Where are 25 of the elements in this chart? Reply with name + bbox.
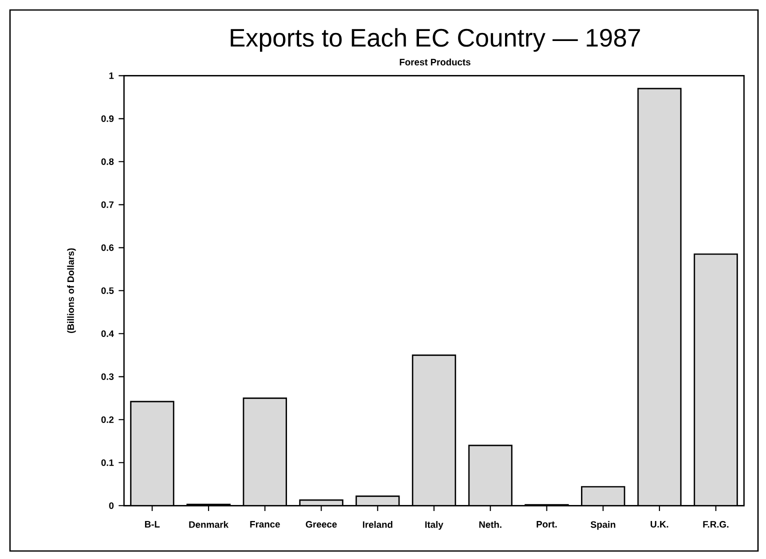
x-tick-label: U.K. — [650, 521, 668, 528]
y-tick-label: 0.1 — [101, 459, 114, 466]
x-tick-label: Ireland — [362, 521, 392, 528]
y-tick-label: 0 — [109, 502, 114, 509]
y-tick-label: 0.3 — [101, 373, 114, 380]
x-tick-label: F.R.G. — [703, 521, 728, 528]
y-tick-label: 0.9 — [101, 115, 114, 122]
y-tick-label: 0.4 — [101, 330, 114, 337]
chart-subtitle: Forest Products — [400, 58, 470, 66]
x-tick-label: France — [250, 521, 280, 528]
x-tick-label: B-L — [145, 521, 160, 528]
chart-title: Exports to Each EC Country — 1987 — [230, 28, 640, 52]
x-tick-label: Denmark — [189, 521, 229, 528]
y-tick-label: 0.8 — [101, 158, 114, 165]
y-tick-label: 0.7 — [101, 201, 114, 208]
x-tick-label: Greece — [306, 521, 337, 528]
y-tick-label: 0.2 — [101, 416, 114, 423]
x-tick-label: Port. — [536, 521, 557, 528]
y-tick-label: 1 — [109, 72, 114, 79]
x-tick-label: Italy — [425, 521, 444, 530]
x-tick-label: Neth. — [479, 521, 502, 528]
x-tick-label: Spain — [590, 521, 616, 530]
y-tick-label: 0.6 — [101, 244, 114, 251]
y-tick-label: 0.5 — [101, 287, 114, 294]
y-axis-title: (Billions of Dollars) — [67, 248, 76, 333]
